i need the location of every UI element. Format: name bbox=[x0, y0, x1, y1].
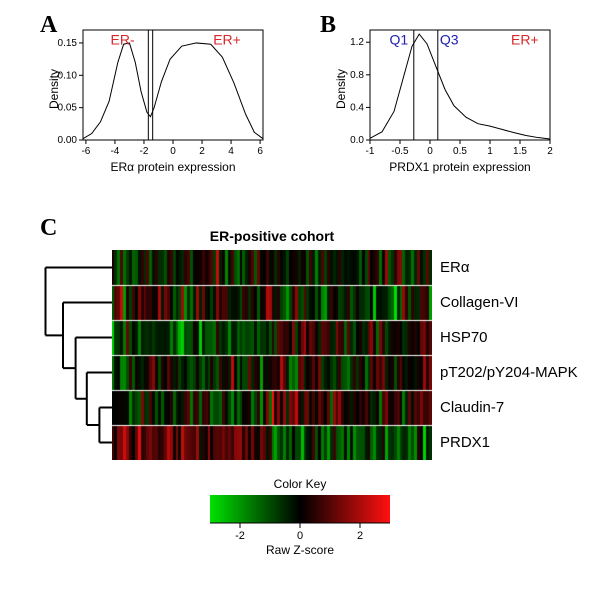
svg-text:0.4: 0.4 bbox=[350, 102, 364, 113]
colorkey-bar bbox=[210, 495, 390, 523]
svg-text:6: 6 bbox=[257, 146, 263, 157]
panel-a-chart: -6-4-202460.000.050.100.15ER-ER+ bbox=[83, 30, 263, 140]
svg-text:-4: -4 bbox=[110, 146, 119, 157]
heatmap-row-label: Claudin-7 bbox=[440, 399, 504, 416]
panel-label-b: B bbox=[320, 12, 336, 39]
heatmap-row-label: PRDX1 bbox=[440, 434, 490, 451]
svg-text:0.0: 0.0 bbox=[350, 135, 364, 146]
svg-text:0.15: 0.15 bbox=[58, 38, 78, 49]
svg-text:1: 1 bbox=[487, 146, 493, 157]
panel-b-xlabel: PRDX1 protein expression bbox=[370, 160, 550, 174]
svg-text:0.00: 0.00 bbox=[58, 135, 78, 146]
svg-text:0.8: 0.8 bbox=[350, 70, 364, 81]
svg-text:4: 4 bbox=[228, 146, 234, 157]
heatmap-row-label: Collagen-VI bbox=[440, 294, 518, 311]
panel-a-ylabel: Density bbox=[47, 69, 61, 109]
colorkey-title: Color Key bbox=[210, 477, 390, 491]
svg-text:0: 0 bbox=[427, 146, 433, 157]
heatmap bbox=[112, 250, 432, 460]
svg-text:ER+: ER+ bbox=[213, 31, 241, 47]
panel-c-title: ER-positive cohort bbox=[112, 228, 432, 244]
svg-text:2: 2 bbox=[357, 530, 363, 542]
heatmap-row-label: HSP70 bbox=[440, 329, 488, 346]
panel-label-c: C bbox=[40, 215, 57, 242]
svg-text:-2: -2 bbox=[140, 146, 149, 157]
svg-text:ER+: ER+ bbox=[511, 31, 539, 47]
dendrogram bbox=[42, 250, 112, 460]
panel-label-a: A bbox=[40, 12, 57, 39]
svg-text:-0.5: -0.5 bbox=[391, 146, 409, 157]
svg-text:0: 0 bbox=[170, 146, 176, 157]
svg-text:2: 2 bbox=[547, 146, 553, 157]
svg-text:Q3: Q3 bbox=[440, 31, 459, 47]
svg-text:-6: -6 bbox=[81, 146, 90, 157]
panel-b-chart: -1-0.500.511.520.00.40.81.2Q1Q3ER+ bbox=[370, 30, 550, 140]
svg-text:ER-: ER- bbox=[111, 31, 135, 47]
colorkey-xlabel: Raw Z-score bbox=[210, 543, 390, 557]
svg-text:0: 0 bbox=[297, 530, 303, 542]
panel-b-ylabel: Density bbox=[334, 69, 348, 109]
figure-root: A B C -6-4-202460.000.050.100.15ER-ER+ D… bbox=[0, 0, 600, 613]
svg-text:2: 2 bbox=[199, 146, 205, 157]
heatmap-row-label: ERα bbox=[440, 259, 470, 276]
svg-text:-2: -2 bbox=[235, 530, 245, 542]
svg-text:-1: -1 bbox=[366, 146, 375, 157]
panel-a-xlabel: ERα protein expression bbox=[83, 160, 263, 174]
svg-text:0.5: 0.5 bbox=[453, 146, 467, 157]
svg-text:1.2: 1.2 bbox=[350, 37, 364, 48]
svg-text:Q1: Q1 bbox=[389, 31, 408, 47]
heatmap-row-label: pT202/pY204-MAPK bbox=[440, 364, 578, 381]
svg-text:1.5: 1.5 bbox=[513, 146, 527, 157]
